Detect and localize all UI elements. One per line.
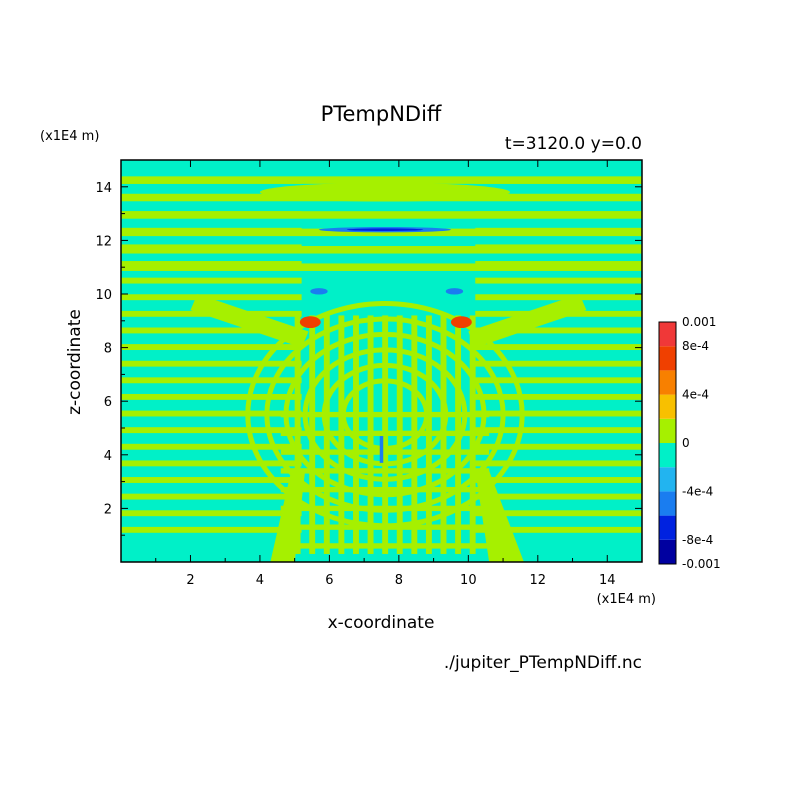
chart-subtitle: t=3120.0 y=0.0 [505,134,642,154]
field-band [475,470,524,562]
field-band [475,360,642,367]
field-anomaly [379,436,384,463]
field-anomaly [299,316,321,329]
field-band [121,263,642,271]
colorbar-swatch [659,370,676,395]
field-band [121,460,302,467]
field-band [475,460,642,467]
field-band [121,327,302,334]
colorbar-swatch [659,322,676,347]
field-band [475,294,642,301]
field-band [280,468,490,474]
colorbar-tick-label: -0.001 [682,557,721,571]
field-band [121,211,642,219]
source-file-label: ./jupiter_PTempNDiff.nc [444,653,642,673]
colorbar-swatch [659,394,676,419]
colorbar-tick-label: 0 [682,436,690,450]
y-tick-label: 14 [95,181,112,196]
y-tick-label: 2 [104,502,112,517]
x-unit-label: (x1E4 m) [597,592,656,607]
colorbar-frame [658,321,677,565]
x-tick-label: 6 [325,573,333,588]
field-band [475,443,642,450]
field-band [475,526,642,533]
x-tick-label: 14 [599,573,616,588]
colorbar-tick-label: -8e-4 [682,533,713,547]
field-band [121,393,302,400]
field-band [280,449,490,455]
field-band [121,493,302,500]
field-band [475,410,642,417]
field-band [121,477,302,483]
x-axis: 2 4 6 8 10 12 14 [155,160,616,588]
field-band [121,443,302,450]
plot-frame [120,159,643,563]
field-band [121,526,302,533]
field-band [121,277,302,284]
heatmap-field [121,160,642,562]
field-band [475,377,642,384]
x-tick-label: 10 [460,573,477,588]
field-band [121,510,302,517]
y-tick-label: 10 [95,288,112,303]
field-band [475,510,642,517]
field-band [280,505,490,512]
field-band [475,277,642,284]
field-band [475,477,642,483]
field-band [280,524,490,530]
x-tick-label: 4 [256,573,264,588]
field-band [121,176,642,184]
field-band [190,294,309,348]
field-band [468,294,587,348]
colorbar-swatch [659,418,676,443]
field-band [475,344,642,351]
chart-title: PTempNDiff [321,102,442,126]
y-tick-label: 8 [104,342,112,357]
x-axis-label: x-coordinate [328,613,435,633]
field-band [121,410,302,417]
y-tick-label: 6 [104,395,112,410]
field-band [121,377,302,384]
field-anomaly [450,316,472,329]
y-axis: 2 4 6 8 10 12 14 [95,181,642,536]
field-anomaly [346,228,424,232]
field-band [475,427,642,434]
y-unit-label: (x1E4 m) [40,129,99,144]
field-band [270,470,306,562]
field-band [121,427,302,434]
field-anomaly [445,288,464,295]
colorbar-tick-label: 0.001 [682,315,716,329]
colorbar-swatch [659,539,676,564]
field-band [280,486,490,493]
y-tick-label: 12 [95,234,112,249]
field-band [121,228,642,237]
colorbar-swatch [659,443,676,468]
field-band [121,246,642,254]
colorbar-swatch [659,515,676,540]
colorbar-tick-label: -4e-4 [682,484,713,498]
field-band [259,182,511,202]
colorbar: 0.001 8e-4 4e-4 0 -4e-4 -8e-4 -0.001 [658,315,721,571]
field-band [280,411,490,418]
colorbar-swatch [659,467,676,492]
x-tick-label: 2 [186,573,194,588]
colorbar-swatch [659,346,676,371]
field-band [475,327,642,334]
field-band [121,294,302,301]
field-band [121,360,302,367]
field-band [475,393,642,400]
field-band [280,430,490,437]
field-band [121,344,302,351]
field-band [475,493,642,500]
colorbar-swatch [659,491,676,516]
y-axis-label: z-coordinate [65,309,85,415]
x-tick-label: 12 [530,573,547,588]
colorbar-tick-label: 8e-4 [682,339,709,353]
colorbar-tick-label: 4e-4 [682,388,709,402]
field-anomaly [310,288,328,295]
y-tick-label: 4 [104,449,112,464]
field-band [280,543,490,549]
x-tick-label: 8 [395,573,403,588]
